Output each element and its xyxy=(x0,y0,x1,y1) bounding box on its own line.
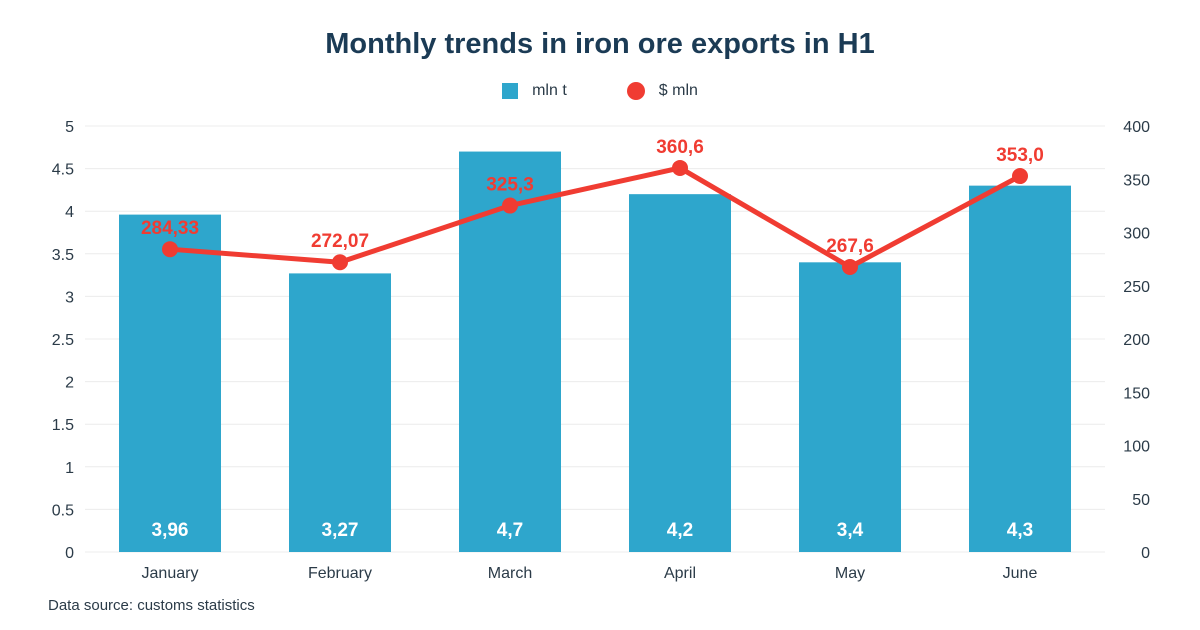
y-left-tick-label: 3.5 xyxy=(52,247,74,264)
bar-value-label: 4,7 xyxy=(497,520,523,541)
y-left-tick-label: 2 xyxy=(65,375,74,392)
y-right-tick-label: 100 xyxy=(1123,439,1150,456)
bar xyxy=(119,214,221,552)
line-point xyxy=(332,254,348,271)
line-value-label: 360,6 xyxy=(656,137,704,158)
y-left-tick-label: 1 xyxy=(65,460,74,477)
y-right-tick-label: 300 xyxy=(1123,226,1150,243)
y-right-tick-label: 200 xyxy=(1123,332,1150,349)
bar xyxy=(289,273,391,552)
x-category-label: April xyxy=(664,565,696,582)
line-series xyxy=(169,165,1022,270)
y-left-tick-label: 0 xyxy=(65,545,74,562)
y-left-tick-label: 4 xyxy=(65,204,74,221)
line-point xyxy=(502,197,518,214)
bar-value-label: 4,2 xyxy=(667,520,693,541)
line-value-label: 272,07 xyxy=(311,231,369,252)
chart-title: Monthly trends in iron ore exports in H1 xyxy=(325,28,875,60)
line-value-label: 325,3 xyxy=(486,175,534,196)
bar xyxy=(799,262,901,552)
x-category-label: June xyxy=(1003,565,1038,582)
legend: mln t $ mln xyxy=(0,82,1200,100)
x-category-label: May xyxy=(835,565,865,582)
line-point xyxy=(672,159,688,176)
legend-item-line: $ mln xyxy=(626,82,698,100)
bar-value-label: 3,27 xyxy=(322,520,359,541)
legend-line-swatch xyxy=(626,82,645,100)
x-category-label: January xyxy=(142,565,199,582)
data-source-note: Data source: customs statistics xyxy=(48,597,255,614)
y-right-tick-label: 150 xyxy=(1123,385,1150,402)
legend-bar-swatch xyxy=(502,83,519,99)
y-right-tick-label: 0 xyxy=(1141,545,1150,562)
y-right-tick-label: 50 xyxy=(1132,492,1150,509)
bar xyxy=(969,185,1071,552)
y-left-tick-label: 2.5 xyxy=(52,332,74,349)
line-value-label: 353,0 xyxy=(996,145,1044,166)
legend-bar-label: mln t xyxy=(532,82,567,99)
legend-line-label: $ mln xyxy=(658,82,698,99)
line-value-label: 267,6 xyxy=(826,236,874,257)
y-left-tick-label: 1.5 xyxy=(52,417,74,434)
y-right-tick-label: 400 xyxy=(1123,119,1150,136)
y-left-tick-label: 4.5 xyxy=(52,162,74,179)
bar-value-label: 3,96 xyxy=(152,520,189,541)
x-category-label: March xyxy=(488,565,532,582)
line-point xyxy=(1012,168,1028,185)
bar-value-label: 4,3 xyxy=(1007,520,1033,541)
y-left-tick-label: 3 xyxy=(65,289,74,306)
y-right-tick-label: 350 xyxy=(1123,172,1150,189)
y-left-tick-label: 5 xyxy=(65,119,74,136)
line-value-label: 284,33 xyxy=(141,218,199,239)
bar-value-label: 3,4 xyxy=(837,520,864,541)
legend-item-bars: mln t xyxy=(502,82,567,100)
line-point xyxy=(842,259,858,276)
line-point xyxy=(162,241,178,258)
x-category-label: February xyxy=(308,565,372,582)
y-right-tick-label: 250 xyxy=(1123,279,1150,296)
bar xyxy=(629,194,731,552)
y-left-tick-label: 0.5 xyxy=(52,502,74,519)
